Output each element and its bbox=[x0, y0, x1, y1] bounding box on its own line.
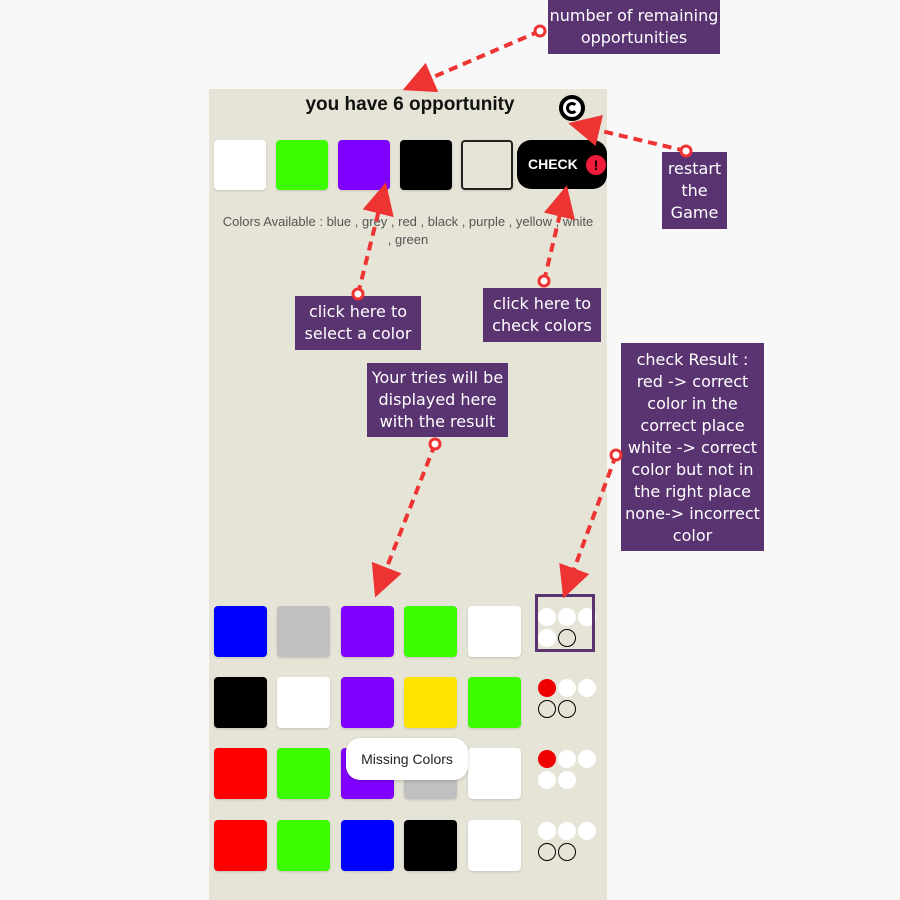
annotation-check-line-2: check colors bbox=[492, 316, 592, 335]
try-1-peg-1 bbox=[214, 606, 267, 657]
annotation-result-line-6: color but not in bbox=[631, 460, 754, 479]
try-4-peg-4 bbox=[404, 820, 457, 871]
try-1-peg-4 bbox=[404, 606, 457, 657]
try-3-peg-1 bbox=[214, 748, 267, 799]
restart-icon[interactable] bbox=[559, 95, 585, 121]
annotation-select-line-1: click here to bbox=[308, 302, 408, 321]
check-button[interactable]: CHECK ! bbox=[517, 140, 607, 189]
annotation-result-line-5: white -> correct bbox=[627, 438, 758, 457]
try-4-peg-5 bbox=[468, 820, 521, 871]
arrow-remaining bbox=[402, 29, 541, 93]
try-2-feedback-2 bbox=[558, 679, 576, 697]
alert-icon: ! bbox=[586, 155, 606, 175]
annotation-result-line-8: none-> incorrect bbox=[625, 504, 760, 523]
try-1-feedback-3 bbox=[578, 608, 596, 626]
select-slot-4[interactable] bbox=[400, 140, 452, 190]
try-4-peg-3 bbox=[341, 820, 394, 871]
try-4-feedback-2 bbox=[558, 822, 576, 840]
try-1-peg-5 bbox=[468, 606, 521, 657]
annotation-result-line-9: color bbox=[672, 526, 713, 545]
select-slot-5[interactable] bbox=[461, 140, 513, 190]
annotation-check: click here to check colors bbox=[483, 288, 601, 342]
try-4-feedback-1 bbox=[538, 822, 556, 840]
annotation-tries-line-2: displayed here bbox=[378, 390, 497, 409]
select-slot-1[interactable] bbox=[214, 140, 266, 190]
try-2-peg-4 bbox=[404, 677, 457, 728]
try-4-feedback-3 bbox=[578, 822, 596, 840]
missing-colors-toast: Missing Colors bbox=[346, 738, 468, 780]
annotation-select: click here to select a color bbox=[295, 296, 421, 350]
annotation-tries: Your tries will be displayed here with the… bbox=[367, 363, 508, 437]
annotation-result-line-3: color in the bbox=[647, 394, 738, 413]
annotation-tries-line-1: Your tries will be bbox=[371, 368, 504, 387]
try-2-feedback-4 bbox=[538, 700, 556, 718]
try-2-peg-5 bbox=[468, 677, 521, 728]
try-4-peg-1 bbox=[214, 820, 267, 871]
annotation-restart-line-1: restart bbox=[667, 159, 722, 178]
annotation-check-line-1: click here to bbox=[492, 294, 592, 313]
try-3-feedback-3 bbox=[578, 750, 596, 768]
try-3-feedback-2 bbox=[558, 750, 576, 768]
annotation-restart-line-3: Game bbox=[670, 203, 719, 222]
try-2-feedback-1 bbox=[538, 679, 556, 697]
annotation-select-line-2: select a color bbox=[304, 324, 412, 343]
annotation-remaining-line-2: opportunities bbox=[580, 28, 688, 47]
try-3-feedback-1 bbox=[538, 750, 556, 768]
annotation-restart: restart the Game bbox=[662, 152, 727, 229]
try-4-feedback-4 bbox=[538, 843, 556, 861]
check-label: CHECK bbox=[528, 156, 578, 172]
available-colors-text: Colors Available : blue , grey , red , b… bbox=[222, 214, 594, 247]
annotation-remaining-line-1: number of remaining bbox=[549, 6, 719, 25]
try-2-feedback-5 bbox=[558, 700, 576, 718]
try-4-peg-2 bbox=[277, 820, 330, 871]
try-1-peg-2 bbox=[277, 606, 330, 657]
annotation-tries-line-3: with the result bbox=[379, 412, 496, 431]
try-2-peg-3 bbox=[341, 677, 394, 728]
select-slot-3[interactable] bbox=[338, 140, 390, 190]
annotation-result-line-2: red -> correct bbox=[636, 372, 749, 391]
try-4-feedback-5 bbox=[558, 843, 576, 861]
try-2-peg-1 bbox=[214, 677, 267, 728]
try-3-peg-5 bbox=[468, 748, 521, 799]
page-title: you have 6 opportunity bbox=[305, 94, 515, 115]
try-1-feedback-4 bbox=[538, 629, 556, 647]
try-1-feedback-5 bbox=[558, 629, 576, 647]
feedback-highlight-box bbox=[535, 594, 595, 652]
annotation-result-line-7: the right place bbox=[633, 482, 752, 501]
try-2-feedback-3 bbox=[578, 679, 596, 697]
try-1-peg-3 bbox=[341, 606, 394, 657]
annotation-restart-line-2: the bbox=[681, 181, 708, 200]
try-2-peg-2 bbox=[277, 677, 330, 728]
annotation-remaining: number of remaining opportunities bbox=[548, 0, 720, 54]
annotation-result: check Result : red -> correct color in the… bbox=[621, 343, 764, 551]
select-slot-2[interactable] bbox=[276, 140, 328, 190]
annotation-result-line-4: correct place bbox=[640, 416, 745, 435]
try-1-feedback-2 bbox=[558, 608, 576, 626]
try-3-feedback-5 bbox=[558, 771, 576, 789]
annotation-result-line-1: check Result : bbox=[636, 350, 749, 369]
try-1-feedback-1 bbox=[538, 608, 556, 626]
try-3-peg-2 bbox=[277, 748, 330, 799]
try-3-feedback-4 bbox=[538, 771, 556, 789]
